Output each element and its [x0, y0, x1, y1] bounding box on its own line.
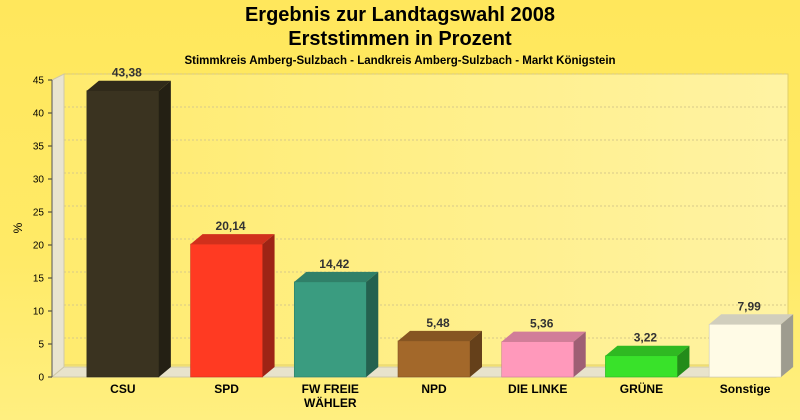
bar-top	[501, 331, 586, 342]
bar-side	[573, 331, 586, 377]
bar-group: 5,48 NPD	[397, 316, 482, 396]
bar-top	[294, 271, 379, 282]
data-label: 43,38	[112, 66, 142, 80]
y-tick-label: 0	[38, 373, 44, 384]
bar-side	[262, 234, 275, 377]
y-tick-label: 35	[33, 142, 45, 153]
bar-side	[677, 345, 690, 377]
y-tick-label: 25	[33, 208, 45, 219]
data-label: 3,22	[634, 331, 658, 345]
y-tick-label: 10	[33, 307, 45, 318]
bar-group: 5,36 DIE LINKE	[501, 317, 586, 396]
category-label: DIE LINKE	[508, 382, 567, 396]
bar-side	[781, 314, 794, 377]
bar	[708, 323, 782, 378]
bar-group: 20,14 SPD	[190, 219, 275, 396]
y-tick-label: 30	[33, 175, 45, 186]
bar-top	[190, 234, 275, 245]
y-tick-label: 20	[33, 241, 45, 252]
bar-group: 7,99 Sonstige	[708, 299, 794, 396]
y-tick-label: 15	[33, 274, 45, 285]
bar-side	[158, 80, 171, 377]
category-label: SPD	[214, 382, 239, 396]
category-label: WÄHLER	[304, 395, 357, 410]
bar-side	[366, 271, 379, 377]
plot-back-wall	[63, 73, 789, 366]
chart-title: Ergebnis zur Landtagswahl 2008	[244, 4, 556, 26]
data-label: 14,42	[319, 257, 349, 271]
y-tick-label: 45	[33, 76, 45, 87]
bar-group: 43,38 CSU	[86, 66, 171, 396]
chart-caption: Stimmkreis Amberg-Sulzbach - Landkreis A…	[184, 55, 616, 67]
data-label: 5,48	[426, 316, 450, 330]
bar-top	[398, 330, 482, 341]
category-label: FW FREIE	[302, 382, 359, 396]
data-label: 20,14	[216, 219, 246, 233]
category-label: CSU	[110, 382, 135, 396]
category-label: GRÜNE	[620, 381, 663, 396]
category-label: NPD	[421, 382, 447, 396]
bar	[501, 341, 575, 378]
bar-top	[605, 345, 690, 356]
bar-top	[709, 314, 794, 325]
bar-group: 3,22 GRÜNE	[605, 331, 690, 396]
data-label: 5,36	[530, 317, 554, 331]
y-tick-label: 5	[38, 340, 44, 351]
bar-top	[86, 80, 171, 91]
bar	[605, 355, 678, 378]
bar	[86, 90, 160, 378]
bar-side	[470, 330, 482, 377]
bar	[397, 340, 471, 378]
bar	[293, 281, 367, 378]
y-axis-label: %	[11, 222, 25, 233]
plot-side-wall	[51, 73, 65, 379]
category-label: Sonstige	[720, 382, 771, 396]
data-label: 7,99	[737, 299, 761, 313]
bar	[190, 243, 263, 378]
y-tick-label: 40	[33, 109, 45, 120]
chart-subtitle: Erststimmen in Prozent	[288, 28, 512, 50]
